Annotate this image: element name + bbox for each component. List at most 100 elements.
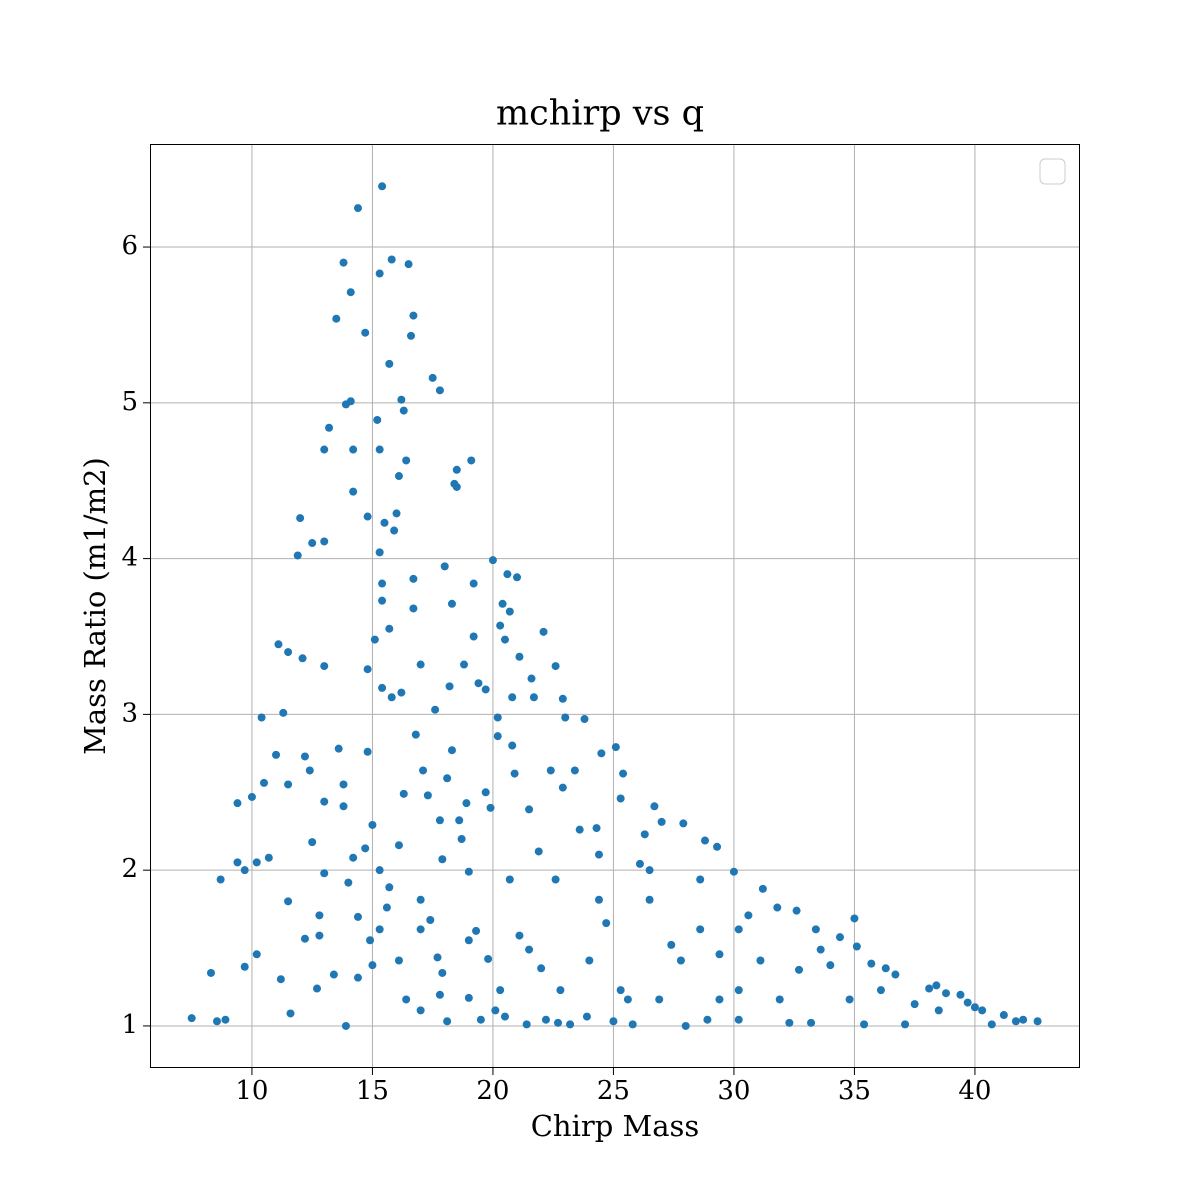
point	[963, 998, 972, 1007]
point	[999, 1011, 1008, 1020]
point	[240, 962, 249, 971]
point	[368, 961, 377, 970]
x-tick-label: 15	[356, 1076, 389, 1106]
point	[416, 925, 425, 934]
point	[807, 1018, 816, 1027]
point	[826, 961, 835, 970]
point	[845, 995, 854, 1004]
point	[320, 869, 329, 878]
point	[455, 816, 464, 825]
point	[346, 288, 355, 297]
point	[300, 752, 309, 761]
point	[438, 855, 447, 864]
point	[554, 1018, 563, 1027]
point	[375, 269, 384, 278]
point	[623, 995, 632, 1004]
point	[394, 841, 403, 850]
point	[216, 875, 225, 884]
point	[440, 562, 449, 571]
point	[363, 747, 372, 756]
point	[233, 858, 242, 867]
point	[469, 579, 478, 588]
point	[597, 749, 606, 758]
point	[667, 940, 676, 949]
point	[462, 799, 471, 808]
point	[645, 895, 654, 904]
point	[513, 573, 522, 582]
point	[575, 825, 584, 834]
point	[394, 956, 403, 965]
point	[332, 314, 341, 323]
point	[1033, 1017, 1042, 1026]
point	[447, 746, 456, 755]
point	[341, 1021, 350, 1030]
legend-box	[1039, 158, 1066, 185]
y-tick-label: 3	[121, 698, 138, 728]
point	[713, 842, 722, 851]
point	[1019, 1015, 1028, 1024]
point	[474, 679, 483, 688]
point	[850, 914, 859, 923]
point	[397, 688, 406, 697]
point	[404, 260, 413, 269]
point	[406, 331, 415, 340]
point	[264, 853, 273, 862]
point	[527, 674, 536, 683]
point	[592, 824, 601, 833]
point	[329, 970, 338, 979]
point	[942, 989, 951, 998]
point	[378, 182, 387, 191]
point	[585, 956, 594, 965]
point	[419, 766, 428, 775]
point	[500, 1012, 509, 1021]
point	[399, 789, 408, 798]
point	[349, 853, 358, 862]
point	[541, 1015, 550, 1024]
point	[305, 766, 314, 775]
point	[433, 953, 442, 962]
point	[438, 968, 447, 977]
point	[734, 925, 743, 934]
point	[696, 875, 705, 884]
point	[443, 774, 452, 783]
point	[956, 990, 965, 999]
point	[925, 984, 934, 993]
point	[353, 204, 362, 213]
y-tick-label: 5	[121, 387, 138, 417]
point	[385, 624, 394, 633]
point	[970, 1003, 979, 1012]
point	[467, 456, 476, 465]
grid	[150, 145, 1080, 1068]
point	[522, 1020, 531, 1029]
point	[378, 596, 387, 605]
point	[484, 954, 493, 963]
point	[640, 830, 649, 839]
x-axis-label: Chirp Mass	[531, 1109, 700, 1143]
point	[558, 694, 567, 703]
point	[775, 995, 784, 1004]
point	[315, 931, 324, 940]
point	[452, 465, 461, 474]
point	[426, 916, 435, 925]
point	[375, 866, 384, 875]
point	[346, 397, 355, 406]
point	[681, 1021, 690, 1030]
point	[315, 911, 324, 920]
point	[619, 769, 628, 778]
point	[472, 926, 481, 935]
point	[551, 662, 560, 671]
point	[447, 599, 456, 608]
point	[308, 539, 317, 548]
point	[284, 780, 293, 789]
point	[609, 1017, 618, 1026]
point	[570, 766, 579, 775]
point	[385, 883, 394, 892]
point	[773, 903, 782, 912]
point	[580, 715, 589, 724]
point	[363, 512, 372, 521]
point	[257, 713, 266, 722]
point	[397, 395, 406, 404]
point	[402, 995, 411, 1004]
point	[339, 780, 348, 789]
